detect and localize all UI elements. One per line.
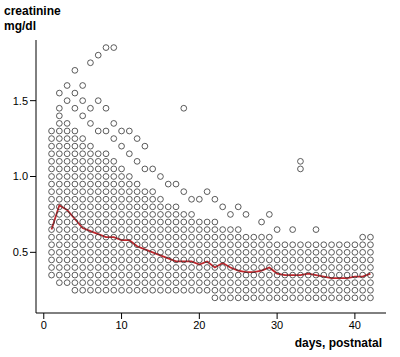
svg-text:0: 0 [41,319,47,331]
html-text:days, postnatal: days, postnatal [294,336,382,350]
svg-text:0.5: 0.5 [13,246,28,258]
svg-text:1.0: 1.0 [13,170,28,182]
html-text:creatinine: creatinine [4,4,61,18]
svg-text:20: 20 [193,319,205,331]
svg-text:1.5: 1.5 [13,95,28,107]
svg-text:40: 40 [349,319,361,331]
svg-text:10: 10 [115,319,127,331]
html-text:mg/dl: mg/dl [4,19,36,33]
svg-text:30: 30 [271,319,283,331]
